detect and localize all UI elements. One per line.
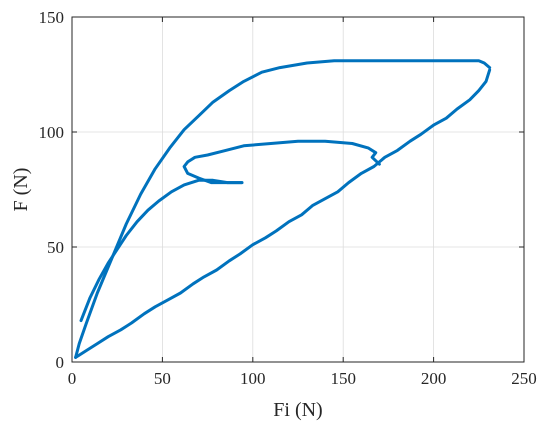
x-tick-label: 200 [421,369,447,388]
series-line-segment [79,178,244,323]
x-tick-label: 150 [330,369,356,388]
y-tick-label: 0 [56,353,65,372]
y-tick-label: 100 [39,123,65,142]
x-tick-label: 100 [240,369,266,388]
tick-labels: 0 50 100 150 200 250 0 50 100 150 [39,8,537,388]
y-tick-label: 50 [47,238,64,257]
x-tick-label: 250 [511,369,537,388]
axes [71,16,525,363]
x-tick-label: 0 [68,369,77,388]
y-tick-label: 150 [39,8,65,27]
series-line-segment [182,139,381,185]
x-tick-label: 50 [154,369,171,388]
data-series [74,59,492,359]
y-axis-label: F (N) [10,168,32,212]
series-line-segment [74,59,492,359]
x-axis-label: Fi (N) [273,399,322,421]
axes-box [71,16,525,363]
grid [71,16,525,363]
series-line-segment [74,68,492,359]
